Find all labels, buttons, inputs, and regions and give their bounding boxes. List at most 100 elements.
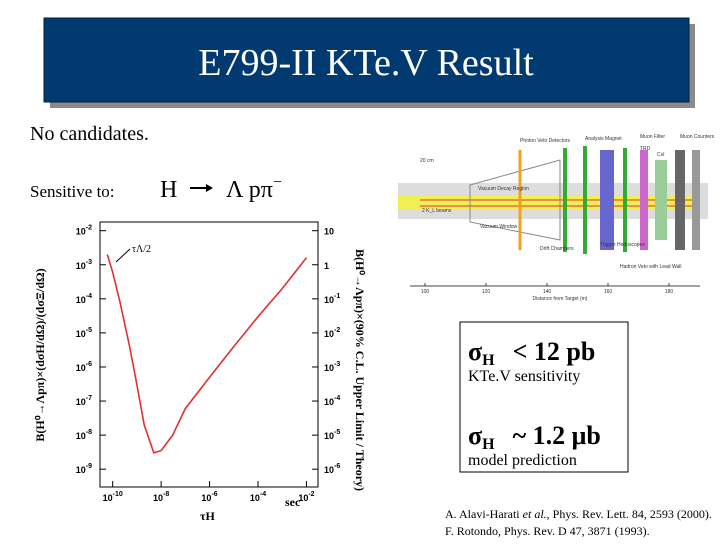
y2-tick-label: 10-6 bbox=[324, 463, 340, 475]
detector-label: Muon Filter bbox=[640, 134, 665, 140]
result-relation: < 12 pb bbox=[513, 337, 596, 366]
tick-exp: -6 bbox=[86, 361, 92, 368]
detector-label: Muon Counters bbox=[680, 134, 715, 140]
tick-base: 10 bbox=[76, 397, 86, 407]
result-note: model prediction bbox=[468, 452, 577, 469]
y-tick-label: 10-5 bbox=[76, 327, 92, 339]
result-note: KTe.V sensitivity bbox=[468, 368, 580, 385]
tick-exp: -2 bbox=[308, 491, 314, 498]
tick-exp: -8 bbox=[163, 491, 169, 498]
result-symbol: σ bbox=[468, 421, 482, 450]
tick-base: 10 bbox=[76, 261, 86, 271]
y-tick-label: 10-6 bbox=[76, 361, 92, 373]
tick-exp: -2 bbox=[86, 225, 92, 232]
y2-tick-label: 1 bbox=[324, 261, 329, 271]
detector-label: 2 K_L beams bbox=[422, 208, 452, 214]
sensitive-label: Sensitive to: bbox=[30, 182, 115, 201]
tick-base: 10 bbox=[76, 329, 86, 339]
ref-authors: A. Alavi-Harati bbox=[445, 507, 523, 521]
x-unit: sec bbox=[285, 495, 301, 509]
csi bbox=[655, 160, 667, 240]
result: σH < 12 pb bbox=[468, 337, 595, 369]
detector-label: Vacuum Decay Region bbox=[478, 186, 529, 192]
annotation: τΛ/2 bbox=[132, 244, 151, 255]
products: Λ pπ bbox=[226, 177, 273, 203]
tick-base: 10 bbox=[76, 295, 86, 305]
tick-exp: -2 bbox=[334, 327, 340, 334]
x-tick-label: 10-2 bbox=[298, 491, 314, 503]
tick-base: 10 bbox=[324, 329, 334, 339]
decay-volume bbox=[469, 159, 561, 241]
results-box bbox=[459, 321, 629, 473]
statement: No candidates. bbox=[30, 123, 149, 145]
tick-base: 10 bbox=[103, 493, 113, 503]
x-label: τH bbox=[200, 509, 216, 523]
detector-label: 20 cm bbox=[420, 158, 434, 164]
reference: A. Alavi-Harati et al., Phys. Rev. Lett.… bbox=[445, 507, 712, 521]
detector-label: Vacuum Window bbox=[480, 224, 518, 230]
result-sub: H bbox=[482, 436, 495, 453]
tick-exp: -8 bbox=[86, 429, 92, 436]
tick-base: 10 bbox=[324, 363, 334, 373]
detector-label: Analysis Magnet bbox=[585, 136, 622, 142]
annotation-arrow bbox=[115, 248, 131, 263]
magnet bbox=[600, 150, 614, 250]
y2-tick-label: 10-2 bbox=[324, 327, 340, 339]
x-tick-label: 10-10 bbox=[103, 491, 123, 503]
detector-tick-label: 160 bbox=[604, 289, 613, 295]
title: E799-II KTe.V Result bbox=[198, 42, 534, 84]
detector-label: CsI bbox=[657, 152, 665, 158]
tick-base: 10 bbox=[201, 493, 211, 503]
detector-label: TRD bbox=[640, 146, 651, 152]
x-tick-label: 10-4 bbox=[250, 491, 266, 503]
decay-products: Λ pπ− bbox=[226, 174, 282, 203]
detector-xlabel: Distance from Target (m) bbox=[533, 296, 588, 302]
tick-base: 10 bbox=[76, 465, 86, 475]
y-tick-label: 10-2 bbox=[76, 225, 92, 237]
y-tick-label: 10-9 bbox=[76, 463, 92, 475]
y-tick-label: 10-3 bbox=[76, 259, 92, 271]
tick-base: 10 bbox=[324, 397, 334, 407]
tick-exp: -4 bbox=[260, 491, 266, 498]
result-relation: ~ 1.2 μb bbox=[513, 421, 601, 450]
detector-tick-label: 120 bbox=[482, 289, 491, 295]
muon-filter bbox=[675, 150, 685, 250]
result: σH ~ 1.2 μb bbox=[468, 421, 601, 453]
tick-exp: -1 bbox=[334, 293, 340, 300]
y-tick-label: 10-4 bbox=[76, 293, 92, 305]
y2-tick-label: 10-3 bbox=[324, 361, 340, 373]
tick-base: 10 bbox=[153, 493, 163, 503]
tick-exp: -4 bbox=[86, 293, 92, 300]
tick-exp: -9 bbox=[86, 463, 92, 470]
y2-tick-label: 10-4 bbox=[324, 395, 340, 407]
tick-base: 10 bbox=[298, 493, 308, 503]
tick-base: 10 bbox=[76, 431, 86, 441]
x-tick-label: 10-6 bbox=[201, 491, 217, 503]
tick-exp: -5 bbox=[86, 327, 92, 334]
result-symbol: σ bbox=[468, 337, 482, 366]
tick-exp: -3 bbox=[86, 259, 92, 266]
y2-tick-label: 10 bbox=[324, 227, 334, 237]
tick-exp: -3 bbox=[334, 361, 340, 368]
y2-tick-label: 10-1 bbox=[324, 293, 340, 305]
curve bbox=[106, 254, 308, 454]
muon-counter bbox=[692, 150, 700, 250]
detector-tick-label: 180 bbox=[665, 289, 674, 295]
reference: F. Rotondo, Phys. Rev. D 47, 3871 (1993)… bbox=[445, 524, 650, 538]
charge: − bbox=[273, 174, 282, 191]
ref-rest: , Phys. Rev. Lett. 84, 2593 (2000). bbox=[547, 507, 712, 521]
y2-tick-label: 10-5 bbox=[324, 429, 340, 441]
tick-exp: -6 bbox=[211, 491, 217, 498]
decay-arrowhead bbox=[206, 184, 213, 192]
ref-authors: F. Rotondo, Phys. Rev. D 47, 3871 (1993)… bbox=[445, 524, 650, 538]
y-label: B(H⁰→Λpπ)×(dσH/dΩ)/(dσΞ/dΩ) bbox=[33, 268, 47, 441]
tick-exp: -6 bbox=[334, 463, 340, 470]
tick-base: 10 bbox=[324, 431, 334, 441]
y2-label: B(H⁰→Λpπ)×(90% C.L. Upper Limit / Theory… bbox=[353, 249, 367, 491]
result-sub: H bbox=[482, 352, 495, 369]
tick-exp: -4 bbox=[334, 395, 340, 402]
detector-label: Photon Veto Detectors bbox=[520, 138, 571, 144]
detector-label: Trigger Hodoscopes bbox=[600, 242, 645, 248]
tick-base: 10 bbox=[76, 363, 86, 373]
y-tick-label: 10-7 bbox=[76, 395, 92, 407]
